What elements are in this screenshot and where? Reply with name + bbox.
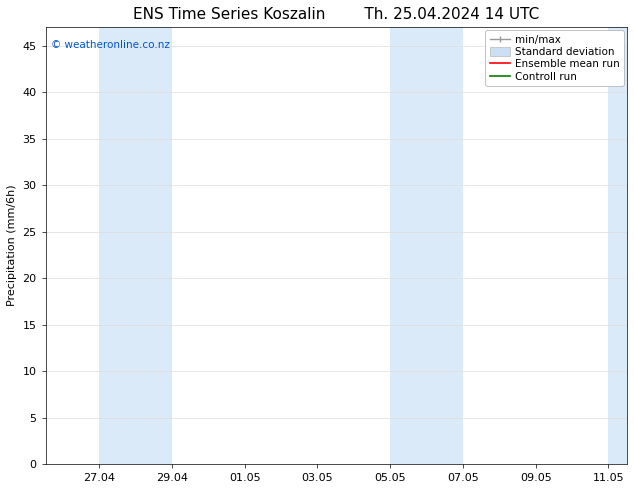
Title: ENS Time Series Koszalin        Th. 25.04.2024 14 UTC: ENS Time Series Koszalin Th. 25.04.2024 … — [133, 7, 540, 22]
Y-axis label: Precipitation (mm/6h): Precipitation (mm/6h) — [7, 185, 17, 306]
Legend: min/max, Standard deviation, Ensemble mean run, Controll run: min/max, Standard deviation, Ensemble me… — [486, 30, 623, 86]
Bar — [99, 27, 172, 464]
Text: © weatheronline.co.nz: © weatheronline.co.nz — [51, 40, 171, 50]
Bar — [609, 27, 626, 464]
Bar — [390, 27, 463, 464]
